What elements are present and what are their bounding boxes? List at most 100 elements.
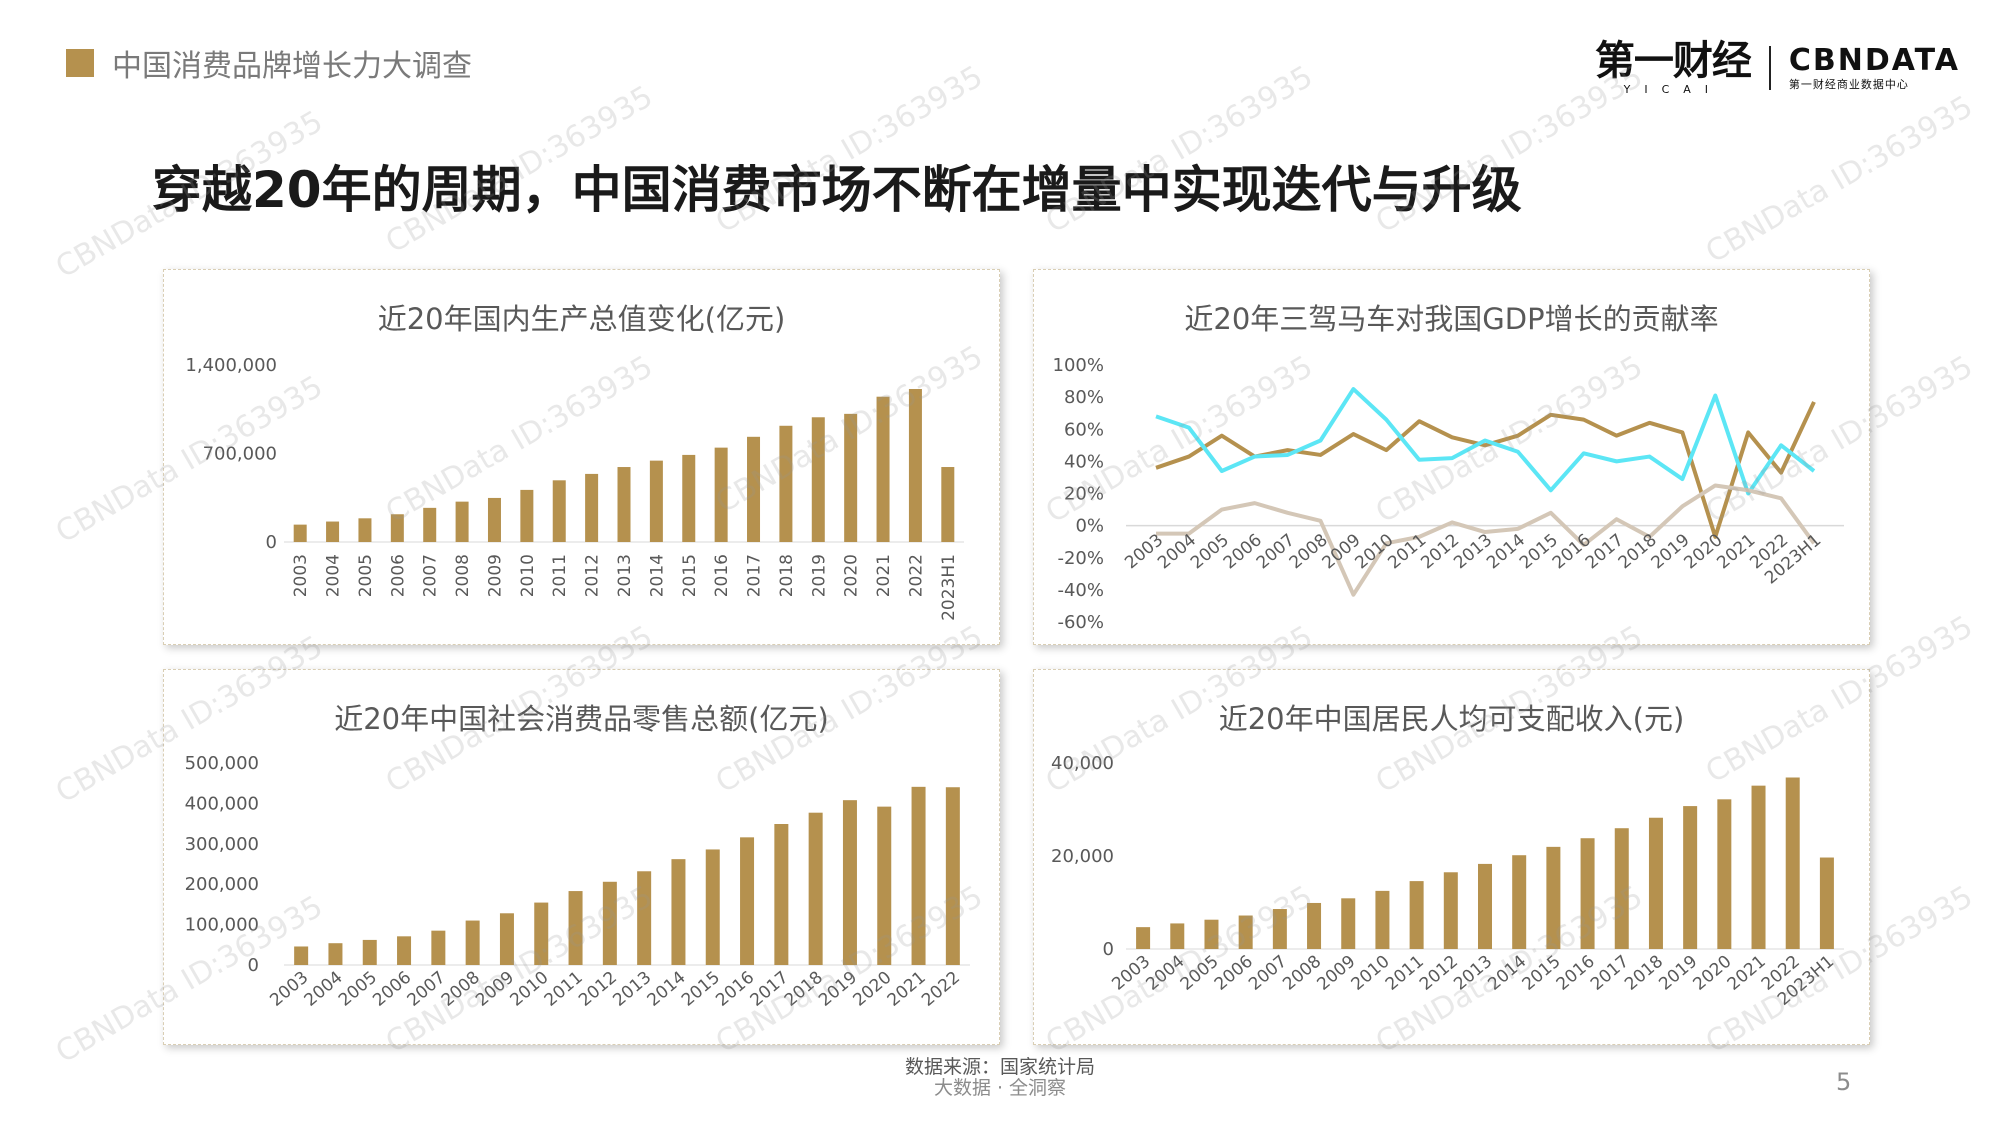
bar [1648,817,1663,949]
x-tick-label: 2022 [906,554,926,597]
x-tick-label: 2010 [506,968,552,1011]
x-tick-label: 2005 [335,968,381,1011]
x-tick-label: 2019 [1655,952,1701,995]
bar [499,913,514,965]
cbndata-logo-en: CBNDATA [1788,43,1960,78]
bar [326,521,340,542]
bar [1375,890,1390,949]
x-tick-label: 2021 [874,554,894,597]
income-chart-panel: 近20年中国居民人均可支配收入(元) 0 20,000 40,000 2003 2004… [1033,669,1870,1045]
bar [465,920,480,965]
x-tick-label: 2016 [712,968,758,1011]
contribution-chart-panel: 近20年三驾马车对我国GDP增长的贡献率 -60% -40% -20% 0% 20% 40… [1033,269,1870,645]
bar [1272,909,1287,949]
bar [1307,902,1322,949]
bar [842,800,857,965]
yicai-logo-en: YICAI [1623,83,1723,96]
x-tick-label: 2006 [369,968,415,1011]
x-tick-label: 2011 [541,968,587,1011]
bar [705,849,720,965]
income-chart: 0 20,000 40,000 200320042005200620072008200… [1051,753,1844,1010]
x-tick-label: 2007 [421,554,441,597]
bar [534,902,549,965]
retail-chart-panel: 近20年中国社会消费品零售总额(亿元) 0 100,000 200,000 300,0… [163,669,1000,1045]
x-tick-label: 2014 [644,968,690,1011]
cbndata-logo-cn: 第一财经商业数据中心 [1788,78,1909,91]
x-tick-label: 2010 [518,554,538,597]
x-tick-label: 2008 [1279,952,1325,995]
bar [682,454,696,542]
cbndata-logo: CBNDATA 第一财经商业数据中心 [1789,44,1960,92]
bar [1170,923,1185,949]
bar [1580,838,1595,949]
bar [397,936,412,965]
bar [811,417,825,542]
chart-title: 近20年中国社会消费品零售总额(亿元) [334,702,829,736]
x-tick-label: 2020 [842,554,862,597]
bar [1819,857,1834,949]
bar [1409,881,1424,949]
bar [637,871,652,965]
x-tick-label: 2012 [1416,952,1462,995]
x-tick-label: 2011 [550,554,570,597]
bar [1751,785,1766,949]
x-tick-label: 2009 [1313,952,1359,995]
y-tick-label: -40% [1057,580,1104,601]
x-tick-label: 2019 [815,968,861,1011]
x-tick-label: 2004 [1143,952,1189,995]
bar [1204,919,1219,949]
x-tick-label: 2011 [1382,952,1428,995]
x-tick-label: 2005 [1177,952,1223,995]
section-label: 中国消费品牌增长力大调查 [112,49,472,84]
x-tick-label: 2013 [609,968,655,1011]
x-tick-label: 2010 [1348,952,1394,995]
x-tick-label: 2017 [1587,952,1633,995]
bar [568,891,583,965]
y-tick-label: 0 [266,532,277,553]
x-tick-label: 2021 [1724,952,1770,995]
bar [362,939,377,965]
bar [908,388,922,542]
x-tick-label: 2006 [388,554,408,597]
gdp-chart-panel: 近20年国内生产总值变化(亿元) 0 700,000 1,400,000 2003 20… [163,269,1000,645]
bar [431,930,446,965]
x-tick-label: 2005 [356,554,376,597]
x-tick-label: 2017 [747,968,793,1011]
x-tick-label: 2018 [1621,952,1667,995]
y-tick-label: 400,000 [185,793,259,814]
x-tick-label: 2007 [404,968,450,1011]
x-tick-label: 2022 [918,968,964,1011]
contribution-chart: -60%-40%-20%0%20%40%60%80%100%2003200420… [1053,355,1844,633]
bar [520,489,534,542]
y-tick-label: 20% [1064,484,1104,505]
x-tick-label: 2017 [745,554,765,597]
yicai-logo: 第一财经 YICAI [1595,40,1752,96]
bar [552,480,566,542]
x-tick-label: 2020 [849,968,895,1011]
bar [358,518,372,542]
x-tick-label: 2021 [884,968,930,1011]
x-tick-label: 2009 [485,554,505,597]
series-line [1155,401,1816,539]
bar [876,396,890,542]
y-tick-label: -60% [1057,612,1104,633]
bar [808,812,823,965]
y-tick-label: 40% [1064,451,1104,472]
bar [617,467,631,542]
bar [1136,927,1151,949]
bar [455,501,469,542]
y-tick-label: 100,000 [185,915,259,936]
x-tick-label: 2004 [301,968,347,1011]
bar [390,514,404,542]
y-tick-label: 100% [1053,355,1104,376]
series-line [1155,387,1816,496]
watermark-text: CBNData ID:363935 [1700,89,1979,271]
bar [1614,828,1629,949]
y-tick-label: 20,000 [1051,846,1114,867]
bar [1785,777,1800,949]
y-tick-label: 60% [1064,419,1104,440]
logo-divider [1768,46,1771,90]
x-tick-label: 2003 [266,968,312,1011]
x-tick-label: 2013 [615,554,635,597]
x-tick-label: 2016 [712,554,732,597]
